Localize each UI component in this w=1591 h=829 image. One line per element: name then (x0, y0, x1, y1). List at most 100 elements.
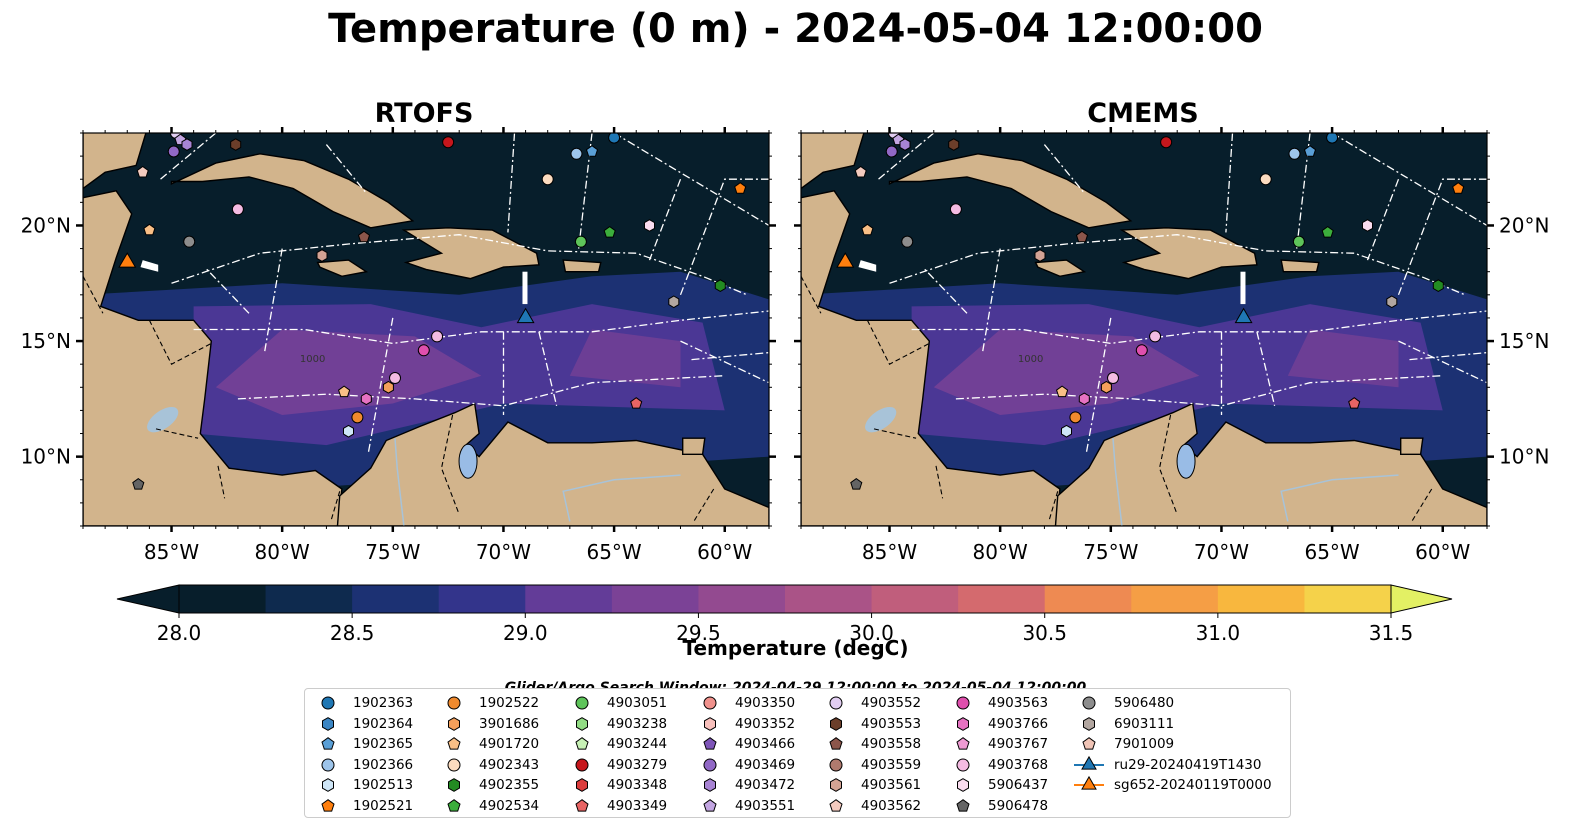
legend-marker-pentagon (829, 798, 843, 812)
float-marker-4903558 (1075, 230, 1089, 243)
float-marker-4903553 (948, 138, 960, 151)
legend-label: 1902522 (479, 695, 540, 711)
legend-item-4903552: 4903552 (821, 693, 921, 713)
legend-marker-circle (829, 696, 843, 710)
colorbar-bin (352, 585, 440, 613)
legend-item-5906478: 5906478 (948, 796, 1048, 816)
float-marker-1902521 (1452, 182, 1465, 194)
float-marker-4903558 (357, 230, 371, 243)
legend-item-3901686: 3901686 (439, 714, 539, 734)
legend-item-4903469: 4903469 (695, 755, 795, 775)
x-tick-label: 65°W (1304, 540, 1359, 564)
sst-band-29-5-east (1287, 329, 1399, 388)
eez-boundary-10 (1085, 317, 1112, 453)
legend-item-1902522: 1902522 (439, 693, 539, 713)
eez-boundary-12 (679, 178, 769, 296)
legend-item-1902366: 1902366 (313, 755, 413, 775)
legend-symbol (703, 696, 717, 710)
legend-marker-circle (956, 758, 970, 771)
float-marker-4902534 (603, 225, 616, 238)
legend-symbol (448, 716, 460, 731)
country-border-4 (440, 414, 460, 515)
legend-item-1902363: 1902363 (313, 693, 413, 713)
legend-symbol (704, 778, 716, 792)
colorbar-label: Temperature (degC) (682, 636, 909, 660)
x-tick-label: 70°W (1194, 540, 1249, 564)
eez-boundary-15 (691, 351, 769, 361)
country-border-3 (330, 491, 341, 522)
float-marker-4903553 (230, 138, 242, 151)
float-marker-3901686 (382, 380, 394, 394)
float-marker-4902343 (541, 173, 554, 186)
x-tick-label: 85°W (144, 540, 199, 564)
land-cuba (170, 153, 415, 229)
y-tick-label: 15°N (21, 329, 71, 353)
colorbar-tick-label: 29.0 (503, 621, 548, 645)
legend-label: sg652-20240119T0000 (1114, 777, 1272, 793)
map-panel-cmems: 1000 85°W 80°W 75°W 70°W 65°W 60°W 10°N 15°N 20°N (794, 127, 1549, 564)
legend-marker-hexagon (322, 778, 334, 792)
legend-item-4902343: 4902343 (439, 755, 539, 775)
legend-marker-pentagon (703, 798, 717, 812)
legend-marker-pentagon (575, 798, 589, 812)
legend-symbol (575, 696, 589, 710)
legend-symbol (704, 716, 716, 731)
legend-marker-pentagon (956, 798, 970, 812)
legend-symbol (1081, 755, 1097, 770)
legend-label: ru29-20240419T1430 (1114, 756, 1262, 773)
data-gap-bar (522, 271, 528, 305)
isobath-label: 1000 (1018, 354, 1043, 365)
legend-symbol (448, 778, 460, 792)
legend-symbol (956, 696, 970, 710)
colorbar-bin (958, 585, 1046, 613)
float-marker-4903472 (899, 138, 911, 151)
country-border-4 (1158, 414, 1178, 515)
legend-symbol (321, 758, 335, 771)
float-marker-4902343 (1259, 173, 1272, 186)
x-tick-label: 60°W (1415, 540, 1470, 564)
float-marker-4902355 (714, 279, 726, 292)
glider-marker-ru29-20240419T1430 (516, 307, 535, 324)
legend-item-4903238: 4903238 (567, 714, 667, 734)
float-marker-4901720 (338, 385, 351, 398)
float-marker-1902521 (734, 182, 747, 194)
float-marker-4903349 (1348, 397, 1361, 409)
legend-marker-circle (956, 696, 970, 710)
legend-symbol (447, 798, 461, 812)
river-1 (1112, 438, 1123, 526)
float-marker-5906478 (850, 477, 863, 490)
legend-label: 1902364 (353, 715, 414, 732)
legend-label: 4902343 (479, 756, 540, 773)
eez-boundary-10 (367, 317, 394, 453)
figure-title: Temperature (0 m) - 2024-05-04 12:00:00 (328, 6, 1263, 52)
legend-label: 4903279 (607, 756, 668, 773)
colorbar-tick-label: 30.5 (1022, 621, 1067, 645)
colorbar-extend-min (116, 584, 180, 614)
country-border-2 (935, 465, 944, 499)
legend-marker-circle (829, 758, 843, 771)
river-1 (394, 438, 405, 526)
colorbar-bin (698, 585, 786, 613)
float-marker-4903768 (949, 203, 962, 216)
legend-marker-hexagon (576, 778, 588, 792)
colorbar-bin (785, 585, 873, 613)
float-marker-4903469 (885, 145, 898, 158)
legend-marker-hexagon (448, 716, 460, 731)
legend-item-5906480: 5906480 (1074, 693, 1174, 713)
x-tick-label: 65°W (586, 540, 641, 564)
legend-marker-circle (321, 758, 335, 771)
legend-symbol (957, 778, 969, 792)
map-frame (82, 132, 770, 527)
legend-marker-pentagon (447, 798, 461, 812)
legend-item-1902521: 1902521 (313, 796, 413, 816)
legend: 1902363 1902364 1902365 1902366 1902513 19025… (304, 688, 1291, 818)
colorbar-bin (525, 585, 613, 613)
float-marker-5906437 (644, 219, 655, 232)
legend-symbol (703, 798, 717, 812)
eez-boundary-6 (325, 144, 367, 194)
legend-label: 5906480 (1114, 695, 1175, 711)
legend-symbol (830, 778, 842, 792)
legend-marker-pentagon (447, 737, 461, 750)
sst-band-29-5 (933, 329, 1200, 415)
legend-label: 4903469 (735, 756, 796, 773)
